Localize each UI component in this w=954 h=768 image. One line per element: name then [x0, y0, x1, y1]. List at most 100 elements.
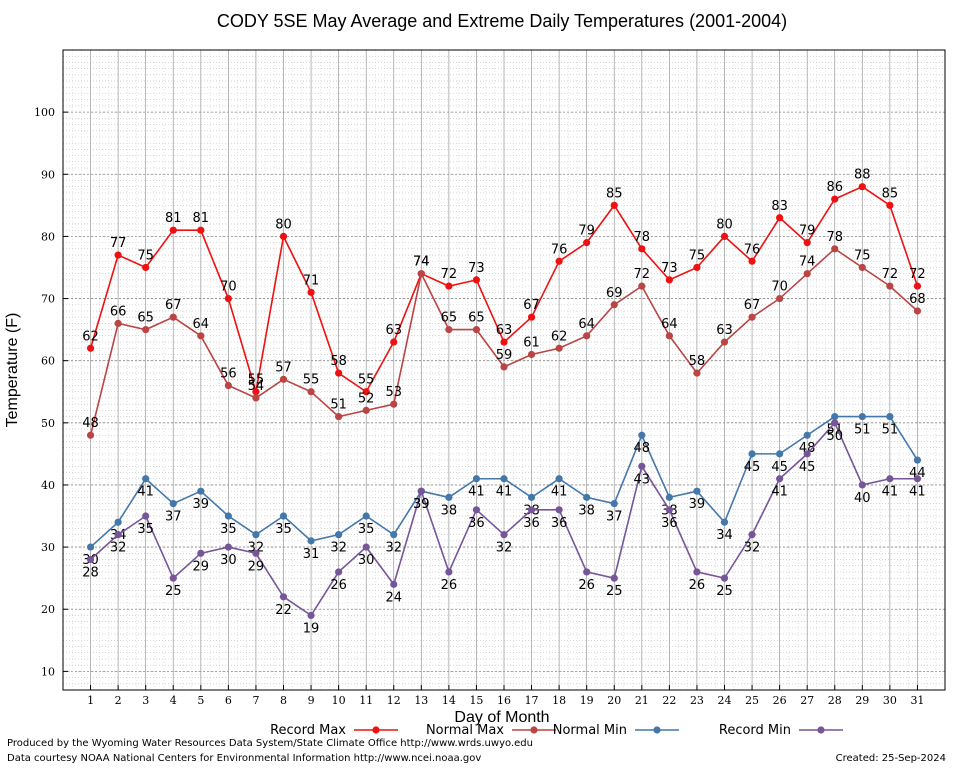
data-point-record-max [472, 276, 481, 284]
data-point-normal-min [831, 413, 839, 421]
data-label-normal-max: 48 [82, 416, 99, 431]
data-label-record-max: 81 [193, 211, 210, 226]
data-point-record-min [169, 574, 177, 582]
data-point-record-max [555, 257, 563, 265]
data-label-normal-min: 39 [689, 497, 706, 512]
legend-item-normal-min: Normal Min [553, 723, 679, 738]
data-label-normal-max: 57 [275, 360, 292, 375]
data-label-record-max: 80 [275, 217, 292, 232]
data-point-record-min [335, 568, 343, 576]
data-point-normal-min [638, 431, 646, 439]
data-point-normal-min [583, 493, 591, 501]
series-record-max: 62 77 75 81 81 70 55 80 71 58 55 63 74 72 73 63 67 76 79 85… [82, 168, 926, 396]
data-point-record-max [224, 294, 232, 303]
data-point-normal-min [362, 512, 370, 520]
data-point-record-max [279, 232, 288, 241]
data-label-record-max: 55 [248, 373, 265, 388]
data-point-normal-max [720, 338, 729, 346]
data-label-record-max: 81 [165, 211, 182, 226]
data-point-normal-min [913, 456, 922, 464]
data-point-record-min [776, 475, 784, 483]
data-point-normal-min [390, 531, 398, 539]
data-point-normal-min [748, 450, 756, 458]
data-point-normal-max [445, 326, 453, 334]
x-tick-label: 30 [883, 694, 897, 707]
data-label-normal-max: 65 [137, 311, 154, 326]
data-label-record-max: 67 [523, 298, 540, 313]
x-tick-label: 27 [800, 694, 814, 707]
data-label-normal-max: 53 [385, 385, 402, 400]
data-point-normal-max [858, 263, 866, 272]
legend-item-record-max: Record Max [270, 723, 398, 738]
data-label-record-max: 63 [496, 323, 513, 338]
data-label-record-min: 41 [909, 485, 926, 500]
data-point-normal-min [527, 493, 536, 501]
data-label-record-max: 83 [771, 199, 788, 214]
data-label-record-max: 79 [578, 224, 595, 239]
data-label-record-min: 32 [744, 541, 761, 556]
data-label-record-min: 26 [689, 578, 706, 593]
legend-label-normal-max: Normal Max [426, 723, 504, 738]
data-label-normal-max: 62 [551, 329, 568, 344]
data-label-normal-max: 56 [220, 367, 237, 382]
data-point-record-max [142, 263, 150, 272]
y-tick-label: 90 [41, 168, 55, 181]
data-point-normal-max [197, 332, 205, 340]
data-label-record-min: 50 [826, 429, 843, 444]
x-tick-label: 18 [552, 694, 566, 707]
data-point-record-min [307, 611, 315, 620]
data-point-record-min [279, 593, 288, 601]
data-point-normal-max [638, 282, 646, 290]
x-tick-label: 16 [497, 694, 511, 707]
legend-label-record-min: Record Min [719, 723, 791, 738]
data-label-normal-min: 37 [165, 510, 182, 525]
data-point-record-max [390, 338, 398, 346]
data-label-normal-max: 69 [606, 286, 623, 301]
data-label-record-min: 26 [578, 578, 595, 593]
data-label-normal-min: 51 [854, 423, 871, 438]
data-point-normal-max [142, 326, 150, 334]
data-label-record-min: 30 [358, 553, 375, 568]
data-point-record-max [197, 226, 205, 234]
data-label-normal-min: 45 [744, 460, 761, 475]
data-point-normal-min [776, 450, 784, 458]
data-label-record-min: 35 [137, 522, 154, 537]
data-point-normal-min [252, 531, 260, 539]
x-tick-label: 17 [525, 694, 539, 707]
x-axis-label: Day of Month [454, 709, 549, 726]
data-point-normal-max [279, 375, 288, 383]
data-label-normal-max: 51 [330, 398, 347, 413]
data-point-normal-min [197, 487, 205, 495]
data-label-record-min: 36 [661, 516, 678, 531]
data-point-normal-max [252, 394, 260, 402]
data-label-normal-min: 32 [330, 541, 347, 556]
legend-marker-normal-min [653, 726, 661, 734]
data-label-record-min: 41 [771, 485, 788, 500]
legend-marker-record-min [817, 726, 825, 734]
data-label-record-max: 73 [661, 261, 678, 276]
data-point-normal-min [693, 487, 701, 495]
series-normal-max: 48 66 65 67 64 56 54 57 55 51 52 53 74 65 65 59 61 62 64 69… [82, 230, 926, 439]
x-tick-label: 10 [332, 694, 346, 707]
data-point-record-min [583, 568, 591, 576]
data-point-normal-min [610, 499, 618, 508]
data-label-record-max: 88 [854, 168, 871, 183]
legend-label-normal-min: Normal Min [553, 723, 627, 738]
data-label-record-max: 74 [413, 255, 430, 270]
data-label-record-max: 86 [826, 180, 843, 195]
data-point-normal-max [224, 381, 232, 390]
y-tick-label: 60 [41, 355, 55, 368]
footer-created-date: Created: 25-Sep-2024 [835, 753, 946, 764]
data-point-record-min [114, 531, 122, 539]
x-tick-label: 26 [773, 694, 787, 707]
data-label-record-max: 73 [468, 261, 485, 276]
data-point-record-min [693, 568, 701, 576]
data-point-record-min [665, 506, 673, 514]
data-point-normal-max [472, 326, 481, 334]
data-point-normal-min [665, 493, 673, 501]
data-label-normal-min: 35 [275, 522, 292, 537]
data-point-record-max [803, 239, 811, 247]
y-axis-label: Temperature (F) [4, 313, 21, 428]
